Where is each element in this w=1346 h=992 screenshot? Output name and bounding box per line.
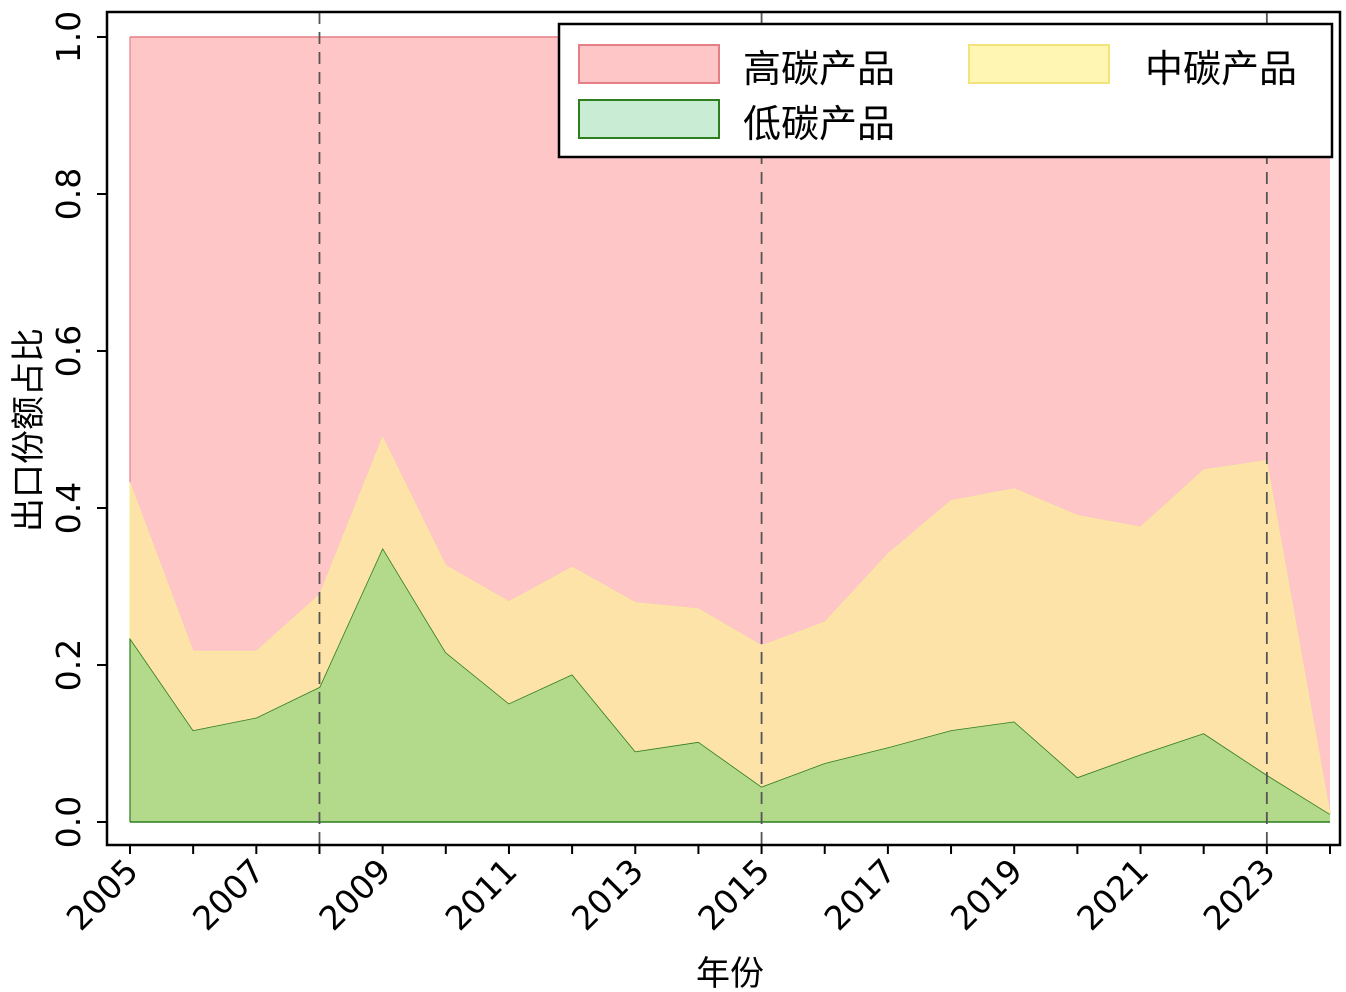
- legend-label-1: 中碳产品: [1145, 47, 1297, 91]
- area-series-0: [130, 548, 1330, 822]
- plot-frame: [105, 10, 1342, 847]
- x-tick-label-2019: 2019: [943, 851, 1030, 938]
- y-tick-label-0.8: 0.8: [49, 168, 88, 220]
- x-tick-label-2021: 2021: [1069, 851, 1156, 938]
- legend-label-2: 低碳产品: [743, 102, 895, 146]
- x-tick-label-2015: 2015: [690, 851, 777, 938]
- x-tick-label-2023: 2023: [1196, 851, 1283, 938]
- area-series-2: [130, 37, 1330, 813]
- x-tick-label-2009: 2009: [311, 851, 398, 938]
- x-tick-label-2017: 2017: [817, 851, 904, 938]
- legend-swatch-0: [578, 44, 720, 84]
- y-tick-label-0.2: 0.2: [49, 639, 88, 691]
- legend-label-0: 高碳产品: [743, 47, 895, 91]
- y-tick-label-0.4: 0.4: [49, 482, 88, 534]
- y-axis-title: 出口份额占比: [9, 328, 49, 532]
- legend-swatch-1: [968, 44, 1110, 84]
- legend-swatch-2: [578, 99, 720, 139]
- y-tick-label-0.0: 0.0: [49, 796, 88, 848]
- x-axis-title: 年份: [696, 954, 764, 992]
- x-tick-label-2013: 2013: [564, 851, 651, 938]
- x-tick-label-2005: 2005: [59, 851, 146, 938]
- y-tick-label-0.6: 0.6: [49, 325, 88, 377]
- y-tick-label-1.0: 1.0: [49, 11, 88, 63]
- x-tick-label-2011: 2011: [438, 851, 525, 938]
- x-tick-label-2007: 2007: [185, 851, 272, 938]
- area-series-1: [130, 436, 1330, 815]
- area-layers: [129, 36, 1331, 823]
